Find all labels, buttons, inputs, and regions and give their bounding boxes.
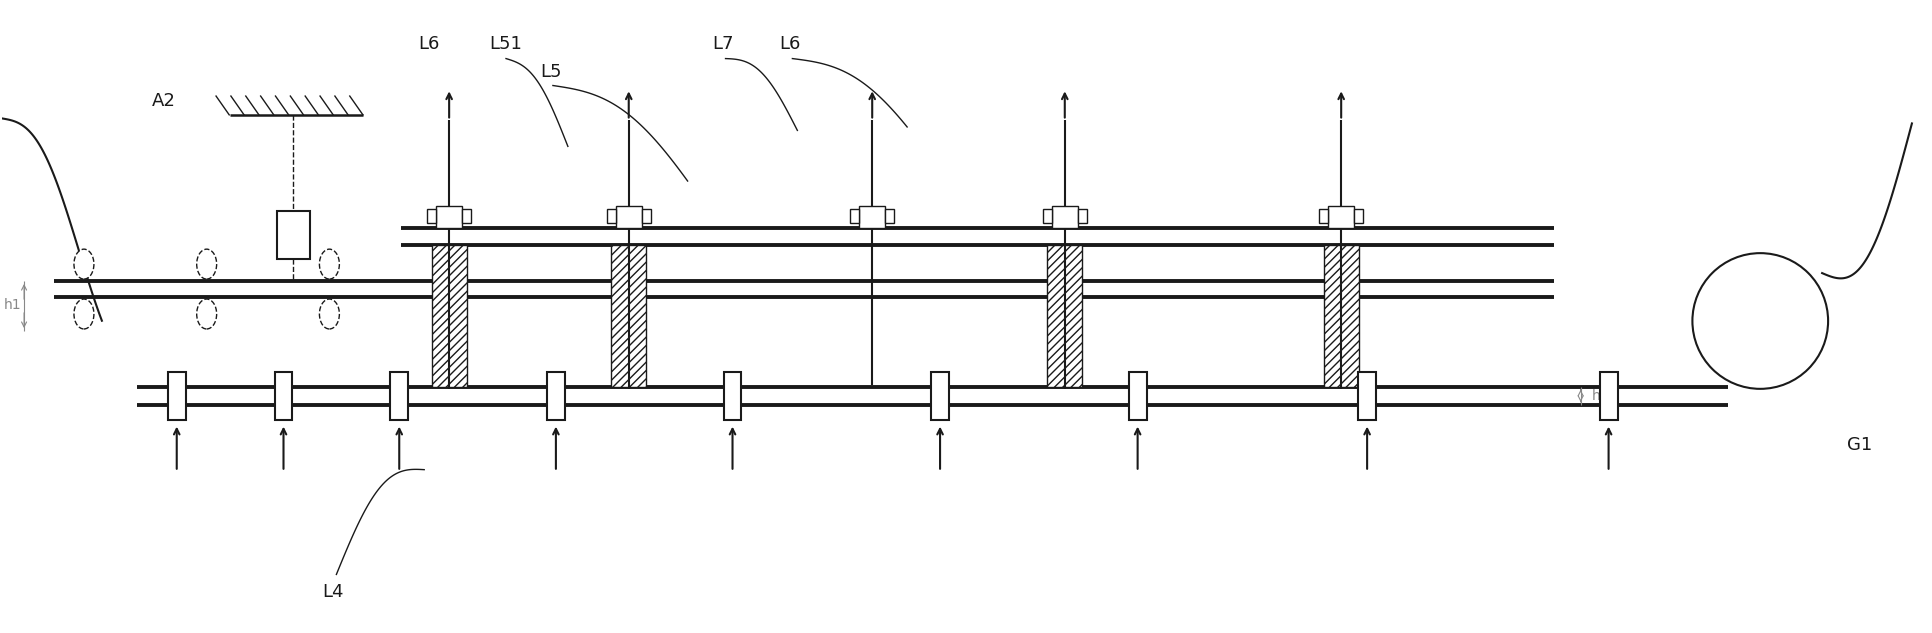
Bar <box>276 211 311 259</box>
Ellipse shape <box>319 299 340 329</box>
Ellipse shape <box>197 249 216 279</box>
Bar <box>427 210 437 223</box>
Ellipse shape <box>73 249 95 279</box>
Bar <box>462 210 471 223</box>
Ellipse shape <box>319 249 340 279</box>
Circle shape <box>1692 253 1828 389</box>
Bar <box>1323 245 1358 387</box>
Text: L6: L6 <box>417 35 440 53</box>
Text: A2: A2 <box>153 92 176 111</box>
Bar <box>437 206 462 228</box>
Bar <box>931 372 949 420</box>
Text: L5: L5 <box>539 63 562 80</box>
Bar <box>607 210 616 223</box>
Bar <box>1600 372 1617 420</box>
Bar <box>1128 372 1146 420</box>
Text: L6: L6 <box>779 35 800 53</box>
Ellipse shape <box>73 299 95 329</box>
Bar <box>885 210 895 223</box>
Bar <box>850 210 860 223</box>
Bar <box>860 206 885 228</box>
Ellipse shape <box>197 299 216 329</box>
Bar <box>1358 372 1376 420</box>
Bar <box>431 245 466 387</box>
Text: L4: L4 <box>323 584 344 601</box>
Text: G1: G1 <box>1847 436 1872 454</box>
Text: h1: h1 <box>4 298 21 312</box>
Bar <box>1327 206 1354 228</box>
Bar <box>611 245 645 387</box>
Bar <box>1354 210 1362 223</box>
Bar <box>168 372 185 420</box>
Text: L51: L51 <box>489 35 522 53</box>
Bar <box>616 206 641 228</box>
Bar <box>274 372 292 420</box>
Text: L7: L7 <box>711 35 732 53</box>
Bar <box>1318 210 1327 223</box>
Bar <box>390 372 408 420</box>
Bar <box>547 372 564 420</box>
Bar <box>1047 245 1082 387</box>
Bar <box>1051 206 1078 228</box>
Bar <box>723 372 742 420</box>
Bar <box>641 210 651 223</box>
Text: h2: h2 <box>1592 389 1609 403</box>
Bar <box>1041 210 1051 223</box>
Bar <box>1078 210 1086 223</box>
